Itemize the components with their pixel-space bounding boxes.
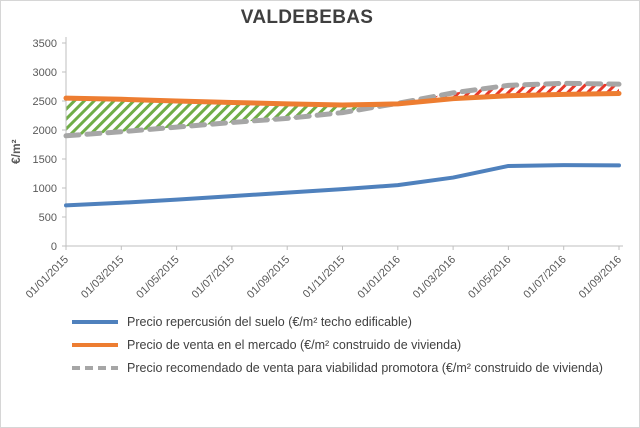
svg-text:01/05/2016: 01/05/2016 — [466, 254, 513, 301]
legend-line-swatch-gray-dashed — [72, 366, 118, 370]
legend-item-suelo: Precio repercusión del suelo (€/m² techo… — [71, 315, 603, 329]
svg-text:01/05/2015: 01/05/2015 — [134, 254, 181, 301]
legend-line-swatch-orange — [72, 343, 118, 347]
svg-text:01/01/2015: 01/01/2015 — [24, 254, 71, 301]
svg-text:01/07/2015: 01/07/2015 — [190, 254, 237, 301]
svg-text:3500: 3500 — [33, 38, 57, 50]
svg-text:1500: 1500 — [33, 154, 57, 166]
legend-line-swatch-blue — [72, 320, 118, 324]
svg-text:01/01/2016: 01/01/2016 — [356, 254, 403, 301]
svg-text:0: 0 — [51, 241, 57, 253]
svg-text:01/03/2016: 01/03/2016 — [411, 254, 458, 301]
svg-text:500: 500 — [39, 212, 57, 224]
svg-text:3000: 3000 — [33, 67, 57, 79]
svg-text:01/03/2015: 01/03/2015 — [79, 254, 126, 301]
legend-label-suelo: Precio repercusión del suelo (€/m² techo… — [127, 315, 412, 329]
legend-item-venta-mercado: Precio de venta en el mercado (€/m² cons… — [71, 338, 603, 352]
legend-label-venta-recomendado: Precio recomendado de venta para viabili… — [127, 361, 603, 375]
svg-text:2500: 2500 — [33, 96, 57, 108]
chart-legend: Precio repercusión del suelo (€/m² techo… — [71, 315, 603, 375]
svg-text:01/09/2015: 01/09/2015 — [245, 254, 292, 301]
svg-text:2000: 2000 — [33, 125, 57, 137]
svg-text:01/09/2016: 01/09/2016 — [577, 254, 624, 301]
svg-text:01/07/2016: 01/07/2016 — [521, 254, 568, 301]
legend-label-venta-mercado: Precio de venta en el mercado (€/m² cons… — [127, 338, 462, 352]
svg-text:01/11/2015: 01/11/2015 — [301, 254, 348, 301]
svg-text:1000: 1000 — [33, 183, 57, 195]
legend-item-venta-recomendado: Precio recomendado de venta para viabili… — [71, 361, 603, 375]
chart-title: VALDEBEBAS — [240, 7, 374, 28]
